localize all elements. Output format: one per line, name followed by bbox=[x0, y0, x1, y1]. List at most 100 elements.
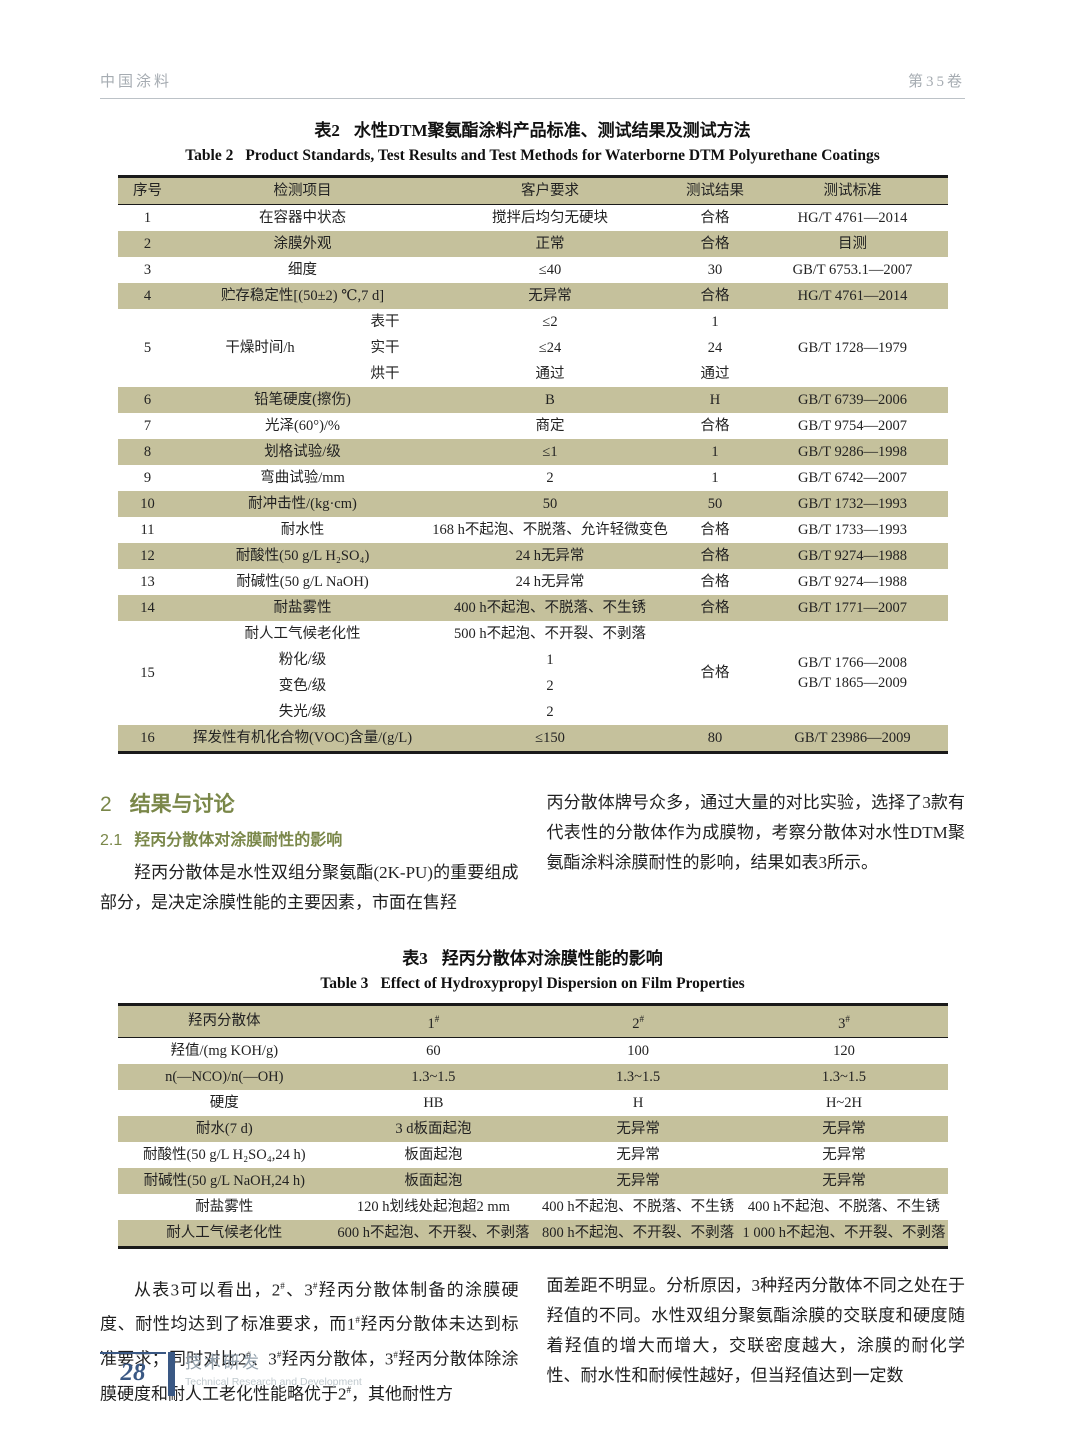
cell-item: 干燥时间/h bbox=[225, 340, 295, 356]
table3-column-header: 1# bbox=[427, 1014, 440, 1032]
table3-column-header: 3# bbox=[838, 1014, 850, 1032]
table3-head: 羟丙分散体 1# 2# 3# bbox=[117, 1004, 948, 1038]
cell-item: 耐水性 bbox=[280, 522, 325, 538]
table3-row: 耐碱性(50 g/L NaOH,24 h) 板面起泡 无异常 无异常 bbox=[117, 1167, 948, 1194]
table2-row: 13 耐碱性(50 g/L NaOH) 24 h无异常 合格 GB/T 9274—198… bbox=[118, 569, 948, 595]
table2-row: 7 光泽(60°)/% 商定 合格 GB/T 9754—2007 bbox=[118, 413, 948, 439]
cell-requirement: 正常 bbox=[535, 236, 565, 252]
cell-subitem: 表干 bbox=[370, 314, 400, 330]
cell-standard: HG/T 4761—2014 bbox=[797, 210, 908, 226]
table3-label-en: Table 3 bbox=[320, 975, 369, 992]
subsection-title: 羟丙分散体对涂膜耐性的影响 bbox=[134, 832, 343, 849]
cell-value: H bbox=[632, 1094, 644, 1111]
table3-row: 耐盐雾性 120 h划线处起泡超2 mm 400 h不起泡、不脱落、不生锈 400 h… bbox=[118, 1194, 948, 1220]
cell-seq: 6 bbox=[143, 392, 152, 408]
cell-seq: 5 bbox=[143, 340, 152, 356]
cell-result: 80 bbox=[707, 730, 723, 746]
section-heading: 2 结果与讨论 bbox=[100, 788, 519, 818]
table3-title-en: Table 3 Effect of Hydroxypropyl Dispersio… bbox=[100, 975, 965, 993]
volume-number: 第35卷 bbox=[907, 74, 965, 90]
cell-property: 羟值/(mg KOH/g) bbox=[170, 1042, 279, 1059]
cell-value: 1.3~1.5 bbox=[821, 1068, 867, 1085]
cell-subitem: 烘干 bbox=[370, 366, 400, 382]
table2-row: 烘干 通过 通过 bbox=[118, 361, 948, 387]
cell-standard: GB/T 1766—2008 GB/T 1865—2009 bbox=[798, 655, 907, 691]
table2-row: 12 耐酸性(50 g/L H₂SO₄) 24 h无异常 合格 GB/T 9274—19… bbox=[117, 543, 948, 569]
table3: 羟丙分散体 1# 2# 3# 羟值/(mg KOH/g) 60 100 120 n(—NCO)… bbox=[117, 1003, 948, 1249]
table3-block: 表3 羟丙分散体对涂膜性能的影响 Table 3 Effect of Hydroxy… bbox=[100, 944, 965, 1249]
cell-value: 120 bbox=[833, 1042, 855, 1059]
table2-header-row: 序号 检测项目 客户要求 测试结果 测试标准 bbox=[117, 176, 948, 205]
cell-seq: 11 bbox=[140, 522, 155, 538]
cell-requirement: ≤1 bbox=[542, 444, 558, 460]
cell-result: 24 bbox=[707, 340, 723, 356]
cell-value: 无异常 bbox=[616, 1172, 660, 1189]
cell-standard: GB/T 1771—2007 bbox=[798, 600, 907, 616]
cell-requirement: ≤24 bbox=[538, 340, 562, 356]
cell-item: 变色/级 bbox=[278, 678, 327, 694]
cell-value: 无异常 bbox=[616, 1120, 660, 1137]
cell-requirement: 2 bbox=[546, 704, 554, 720]
cell-result: 合格 bbox=[700, 574, 730, 590]
cell-value: 100 bbox=[627, 1042, 649, 1059]
cell-standard: GB/T 9286—1998 bbox=[798, 444, 907, 460]
cell-item: 耐人工气候老化性 bbox=[244, 626, 361, 642]
table2-row: 失光/级 2 bbox=[118, 699, 948, 725]
cell-result: 合格 bbox=[700, 600, 730, 616]
cell-item: 失光/级 bbox=[278, 704, 327, 720]
subsection-heading: 2.1 羟丙分散体对涂膜耐性的影响 bbox=[100, 826, 519, 850]
table3-caption-en: Effect of Hydroxypropyl Dispersion on Fi… bbox=[380, 975, 745, 992]
cell-property: 硬度 bbox=[209, 1094, 239, 1111]
cell-requirement: 2 bbox=[546, 678, 554, 694]
results-section: 2 结果与讨论 2.1 羟丙分散体对涂膜耐性的影响 羟丙分散体是水性双组分聚氨酯(2… bbox=[100, 788, 965, 918]
cell-result: 1 bbox=[711, 470, 719, 486]
cell-seq: 8 bbox=[143, 444, 152, 460]
table2-row: 8 划格试验/级 ≤1 1 GB/T 9286—1998 bbox=[117, 439, 948, 465]
table3-row: 硬度 HB H H~2H bbox=[118, 1090, 948, 1116]
table2-column-header: 客户要求 bbox=[521, 183, 579, 199]
cell-requirement: ≤40 bbox=[538, 262, 562, 278]
cell-property: 耐人工气候老化性 bbox=[166, 1224, 283, 1241]
cell-standard: 目测 bbox=[838, 236, 867, 252]
table2-label-en: Table 2 bbox=[185, 147, 234, 164]
table3-row: 耐水(7 d) 3 d板面起泡 无异常 无异常 bbox=[117, 1115, 948, 1142]
cell-standard: GB/T 9274—1988 bbox=[798, 548, 907, 564]
cell-requirement: 通过 bbox=[535, 366, 565, 382]
table2-row: 粉化/级 1 bbox=[118, 647, 948, 673]
table2-row: 9 弯曲试验/mm 2 1 GB/T 6742—2007 bbox=[118, 465, 948, 491]
cell-requirement: 无异常 bbox=[528, 288, 572, 304]
cell-requirement: 24 h无异常 bbox=[515, 548, 585, 564]
table2-row: 变色/级 2 bbox=[118, 673, 948, 699]
table2-column-header: 测试标准 bbox=[823, 183, 882, 199]
cell-result: 50 bbox=[707, 496, 723, 512]
subsection-number: 2.1 bbox=[100, 832, 123, 849]
cell-value: 600 h不起泡、不开裂、不剥落 bbox=[337, 1224, 530, 1241]
paragraph: 羟丙分散体是水性双组分聚氨酯(2K-PU)的重要组成部分，是决定涂膜性能的主要因… bbox=[100, 863, 519, 912]
paragraph: 从表3可以看出，2#、3#羟丙分散体制备的涂膜硬度、耐性均达到了标准要求，而1#… bbox=[100, 1280, 519, 1404]
cell-result: H bbox=[709, 392, 721, 408]
cell-seq: 12 bbox=[140, 548, 155, 564]
journal-name: 中国涂料 bbox=[100, 74, 173, 90]
cell-requirement: ≤2 bbox=[542, 314, 558, 330]
cell-standard: GB/T 23986—2009 bbox=[794, 730, 911, 746]
cell-property: 耐碱性(50 g/L NaOH,24 h) bbox=[143, 1172, 305, 1189]
table3-caption-zh: 羟丙分散体对涂膜性能的影响 bbox=[441, 949, 663, 968]
cell-requirement: 500 h不起泡、不开裂、不剥落 bbox=[453, 626, 647, 642]
cell-standard: GB/T 6753.1—2007 bbox=[792, 262, 913, 278]
results-right-column: 丙分散体牌号众多，通过大量的对比实验，选择了3款有代表性的分散体作为成膜物，考察… bbox=[547, 788, 966, 918]
cell-seq: 4 bbox=[143, 288, 152, 304]
cell-result: 合格 bbox=[700, 288, 730, 304]
cell-seq: 15 bbox=[140, 665, 155, 681]
table2-caption-zh: 水性DTM聚氨酯涂料产品标准、测试结果及测试方法 bbox=[353, 121, 751, 140]
cell-value: 1.3~1.5 bbox=[411, 1068, 456, 1085]
discussion-section: 从表3可以看出，2#、3#羟丙分散体制备的涂膜硬度、耐性均达到了标准要求，而1#… bbox=[100, 1271, 965, 1410]
cell-value: H~2H bbox=[825, 1094, 862, 1111]
cell-item: 光泽(60°)/% bbox=[264, 418, 341, 434]
table2-row: 5 干燥时间/h 表干 ≤2 1 GB/T 1728—1979 bbox=[118, 309, 948, 356]
cell-seq: 13 bbox=[140, 574, 155, 590]
table2-row: 14 耐盐雾性 400 h不起泡、不脱落、不生锈 合格 GB/T 1771—2007 bbox=[117, 595, 948, 621]
cell-subitem: 实干 bbox=[370, 340, 400, 356]
cell-result: 合格 bbox=[700, 210, 730, 226]
cell-result: 1 bbox=[711, 314, 719, 330]
